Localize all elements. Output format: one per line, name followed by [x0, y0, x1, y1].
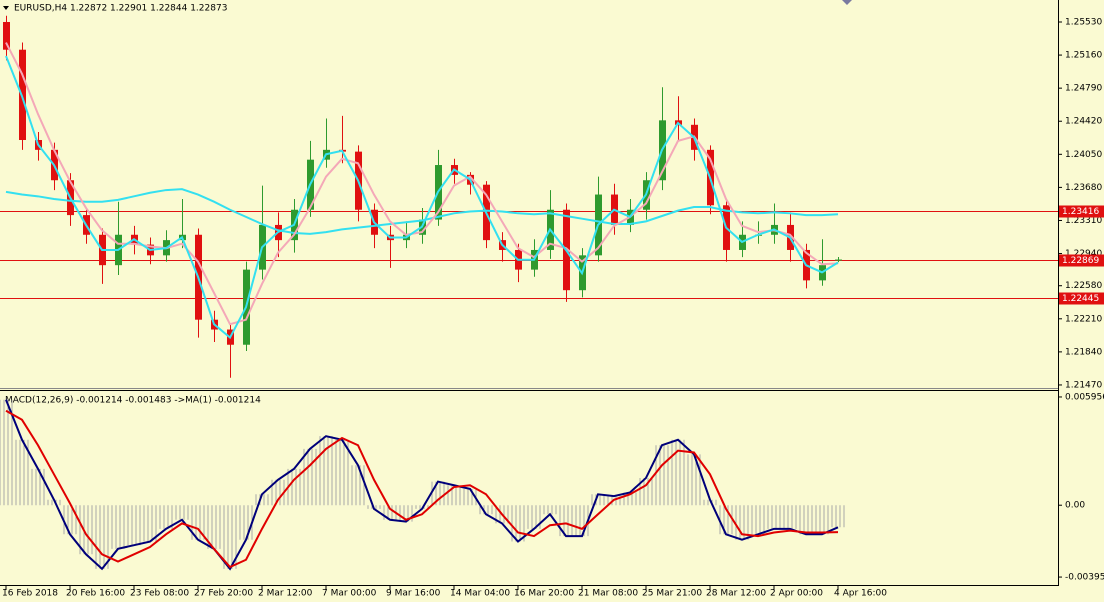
- y-tick-label: 1.22940: [1065, 249, 1102, 259]
- x-tick-label: 16 Feb 2018: [2, 589, 58, 599]
- x-tick-label: 9 Mar 16:00: [386, 589, 441, 599]
- level-label-box: [1059, 292, 1104, 305]
- level-label-box: [1059, 254, 1104, 267]
- x-tick-label: 4 Apr 16:00: [834, 589, 887, 599]
- y-tick-label: 1.21470: [1065, 380, 1102, 390]
- x-tick-label: 25 Mar 21:00: [642, 589, 702, 599]
- y-tick-label: 1.24420: [1065, 117, 1102, 127]
- y-tick-label: 1.22210: [1065, 314, 1102, 324]
- indicator-title: MACD(12,26,9) -0.001214 -0.001483 ->MA(1…: [5, 396, 261, 406]
- y-tick-label: 1.24790: [1065, 84, 1102, 94]
- y-tick-label: 1.25160: [1065, 51, 1102, 61]
- x-tick-label: 27 Feb 20:00: [194, 589, 253, 599]
- x-tick-label: 16 Mar 20:00: [514, 589, 574, 599]
- candle-body: [835, 259, 842, 261]
- y-tick-label: 1.22580: [1065, 281, 1102, 291]
- y-tick-label: 0.00: [1065, 501, 1085, 511]
- x-tick-label: 2 Apr 00:00: [770, 589, 823, 599]
- level-label: 1.22869: [1062, 256, 1099, 266]
- y-tick-label: 1.25530: [1065, 17, 1102, 27]
- x-tick-label: 20 Feb 16:00: [66, 589, 125, 599]
- shift-marker[interactable]: [842, 0, 852, 5]
- level-label: 1.23416: [1062, 207, 1099, 217]
- x-tick-label: 21 Mar 08:00: [578, 589, 638, 599]
- y-tick-label: -0.003953: [1065, 573, 1104, 583]
- chart-title: EURUSD,H4 1.22872 1.22901 1.22844 1.2287…: [14, 4, 227, 14]
- indicator-line: [5, 409, 839, 569]
- x-tick-label: 2 Mar 12:00: [258, 589, 313, 599]
- indicator-line: [5, 55, 839, 340]
- y-tick-label: 1.24050: [1065, 150, 1102, 160]
- indicator-line: [5, 399, 839, 571]
- x-tick-label: 7 Mar 00:00: [322, 589, 377, 599]
- x-tick-label: 28 Mar 12:00: [706, 589, 766, 599]
- y-tick-label: 1.23680: [1065, 183, 1102, 193]
- y-tick-label: 1.21840: [1065, 347, 1102, 357]
- x-tick-label: 23 Feb 08:00: [130, 589, 189, 599]
- level-label-box: [1059, 205, 1104, 218]
- y-tick-label: 0.005956: [1065, 392, 1104, 402]
- level-label: 1.22445: [1062, 294, 1099, 304]
- menu-arrow[interactable]: [3, 6, 9, 10]
- y-tick-label: 1.23310: [1065, 216, 1102, 226]
- x-tick-label: 14 Mar 04:00: [450, 589, 510, 599]
- candle-body: [3, 21, 10, 50]
- indicator-line: [5, 188, 839, 235]
